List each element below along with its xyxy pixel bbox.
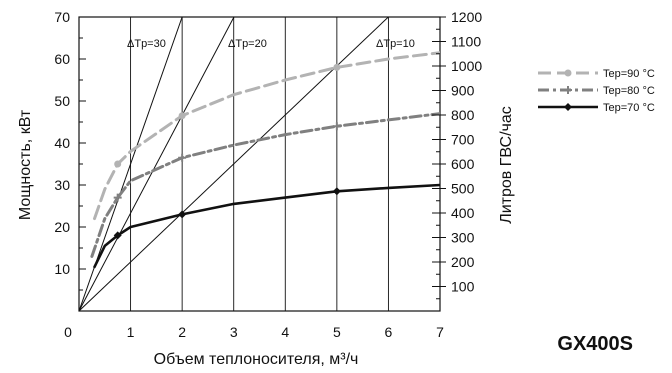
marker-circle [114,160,122,168]
x-tick-label: 0 [64,324,72,340]
y-right-tick-label: 900 [451,83,475,99]
legend: Tep=90 °C Tep=80 °C Tep=70 °C [538,68,655,114]
legend-label: Tep=70 °C [603,102,655,114]
x-axis-label: Объем теплоносителя, м³/ч [154,351,359,368]
x-tick-label: 1 [127,324,135,340]
x-tick-label: 7 [436,324,444,340]
marker-circle [333,63,341,71]
y-left-tick-label: 70 [54,9,70,25]
legend-label: Tep=80 °C [603,85,655,97]
y-right-tick-label: 1100 [451,34,481,50]
y-left-tick-label: 30 [54,177,70,193]
x-tick-label: 2 [178,324,186,340]
marker-plus [113,193,122,202]
x-tick-label: 4 [281,324,289,340]
model-label: GX400S [557,333,633,355]
labels-group: ΔTp=30 ΔTp=20 ΔTp=10 [127,38,415,50]
y-right-tick-label: 1000 [451,58,482,74]
y-right-tick-label: 500 [451,181,475,197]
legend-label: Tep=90 °C [603,68,655,80]
marker-diamond [113,231,122,240]
delta-t-label: ΔTp=10 [376,38,415,50]
x-tick-label: 3 [230,324,238,340]
plot-frame [78,16,441,312]
markers-group [113,63,341,240]
marker-plus [564,86,572,94]
marker-plus [332,122,341,131]
y-left-tick-label: 40 [54,135,70,151]
y-right-tick-label: 700 [451,132,475,148]
y-axis-right-label: Литров ГВС/час [498,106,515,224]
y-right-tick-label: 400 [451,205,475,221]
delta-t-line [79,17,235,311]
y-right-tick-label: 300 [451,230,475,246]
y-right-tick-label: 100 [451,279,475,295]
y-left-tick-label: 20 [54,219,70,235]
delta-t-label: ΔTp=30 [127,38,166,50]
series-line [93,183,440,269]
marker-circle [564,69,572,77]
series-group [90,51,440,269]
marker-diamond [564,103,572,111]
delta-t-label: ΔTp=20 [228,38,267,50]
x-tick-label: 6 [385,324,393,340]
y-left-tick-label: 60 [54,51,70,67]
ticks-group: 0 1 2 3 4 5 6 7 10 20 30 40 50 60 70 100 200 300 400 500 600… [54,9,482,340]
y-axis-left-label: Мощность, кВт [17,109,34,220]
marker-diamond [332,187,341,196]
series-line [90,112,440,258]
y-left-tick-label: 10 [54,261,70,277]
marker-diamond [178,210,187,219]
y-right-tick-label: 200 [451,254,475,270]
marker-circle [178,112,186,120]
y-left-tick-label: 50 [54,93,70,109]
y-right-tick-label: 600 [451,156,475,172]
y-right-tick-label: 1200 [451,9,482,25]
y-right-tick-label: 800 [451,107,475,123]
marker-plus [178,153,187,162]
series-line [93,51,440,221]
x-tick-label: 5 [333,324,341,340]
